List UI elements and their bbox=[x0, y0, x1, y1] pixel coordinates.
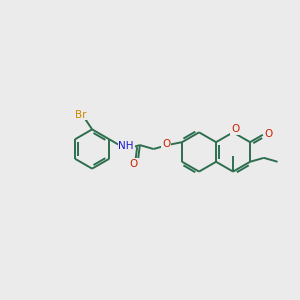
Text: O: O bbox=[162, 139, 170, 149]
Text: O: O bbox=[231, 124, 239, 134]
Text: O: O bbox=[130, 159, 138, 169]
Text: NH: NH bbox=[118, 141, 134, 151]
Text: Br: Br bbox=[75, 110, 86, 120]
Text: O: O bbox=[265, 129, 273, 139]
